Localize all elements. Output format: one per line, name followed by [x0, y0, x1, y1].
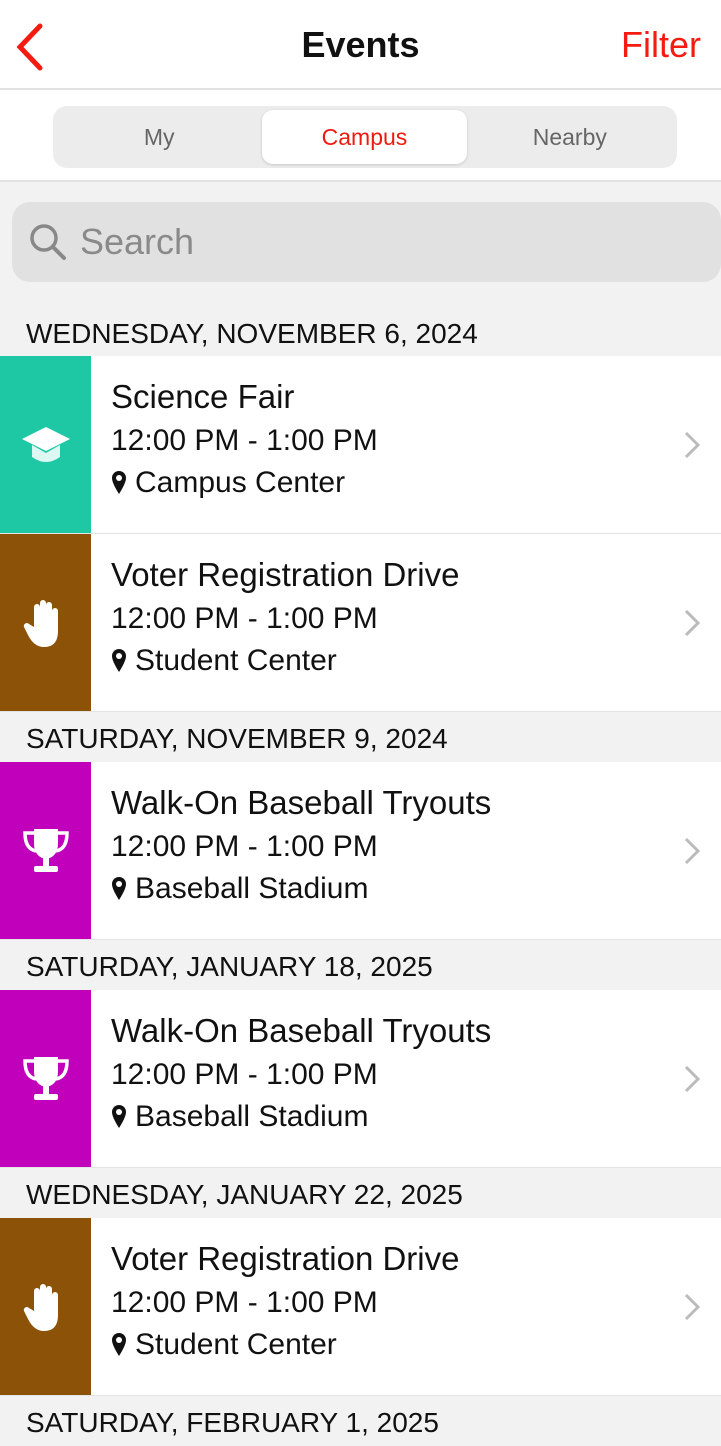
section-header: SATURDAY, JANUARY 18, 2025 [0, 940, 721, 990]
event-location: Baseball Stadium [135, 1100, 369, 1133]
event-list: WEDNESDAY, NOVEMBER 6, 2024 Science Fair… [0, 308, 721, 1446]
event-row[interactable]: Science Fair 12:00 PM - 1:00 PM Campus C… [0, 356, 721, 534]
tab-campus[interactable]: Campus [261, 110, 468, 164]
event-name: Walk-On Baseball Tryouts [111, 1012, 492, 1049]
event-row[interactable]: Voter Registration Drive 12:00 PM - 1:00… [0, 1218, 721, 1396]
event-name: Walk-On Baseball Tryouts [111, 784, 492, 821]
event-location: Student Center [135, 644, 337, 677]
hand-icon [0, 534, 91, 711]
chevron-right-icon [684, 431, 701, 459]
event-name: Science Fair [111, 378, 295, 415]
event-time: 12:00 PM - 1:00 PM [111, 830, 378, 863]
event-time: 12:00 PM - 1:00 PM [111, 424, 378, 457]
tab-nearby[interactable]: Nearby [532, 123, 607, 150]
event-time: 12:00 PM - 1:00 PM [111, 1286, 378, 1319]
segmented-control: My Campus Nearby [52, 106, 677, 168]
chevron-right-icon [684, 1293, 701, 1321]
search-icon [30, 224, 66, 260]
event-name: Voter Registration Drive [111, 556, 460, 593]
location-pin-icon [112, 1333, 126, 1356]
navigation-bar: Events Filter [0, 0, 721, 90]
section-header: WEDNESDAY, NOVEMBER 6, 2024 [0, 308, 721, 356]
event-location: Campus Center [135, 466, 346, 499]
event-row[interactable]: Walk-On Baseball Tryouts 12:00 PM - 1:00… [0, 762, 721, 940]
hand-icon [0, 1218, 91, 1395]
location-pin-icon [112, 877, 126, 900]
trophy-icon [0, 990, 91, 1167]
chevron-right-icon [684, 609, 701, 637]
trophy-icon [0, 762, 91, 939]
back-button[interactable] [12, 22, 52, 72]
chevron-right-icon [684, 1065, 701, 1093]
tab-my[interactable]: My [143, 123, 175, 150]
event-location: Baseball Stadium [135, 872, 369, 905]
event-time: 12:00 PM - 1:00 PM [111, 1058, 378, 1091]
section-header: SATURDAY, NOVEMBER 9, 2024 [0, 712, 721, 762]
event-row[interactable]: Voter Registration Drive 12:00 PM - 1:00… [0, 534, 721, 712]
event-location: Student Center [135, 1328, 337, 1361]
search-bar[interactable] [12, 202, 721, 282]
filter-button[interactable]: Filter [621, 24, 701, 65]
chevron-right-icon [684, 837, 701, 865]
section-header: WEDNESDAY, JANUARY 22, 2025 [0, 1168, 721, 1218]
page-title: Events [301, 24, 420, 65]
location-pin-icon [112, 1105, 126, 1128]
event-name: Voter Registration Drive [111, 1240, 460, 1277]
graduation-cap-icon [0, 356, 91, 533]
section-header: SATURDAY, FEBRUARY 1, 2025 [0, 1396, 721, 1446]
search-input[interactable] [80, 221, 640, 263]
event-time: 12:00 PM - 1:00 PM [111, 602, 378, 635]
event-row[interactable]: Walk-On Baseball Tryouts 12:00 PM - 1:00… [0, 990, 721, 1168]
segment-bar: My Campus Nearby [0, 90, 721, 182]
location-pin-icon [112, 649, 126, 672]
location-pin-icon [112, 471, 126, 494]
